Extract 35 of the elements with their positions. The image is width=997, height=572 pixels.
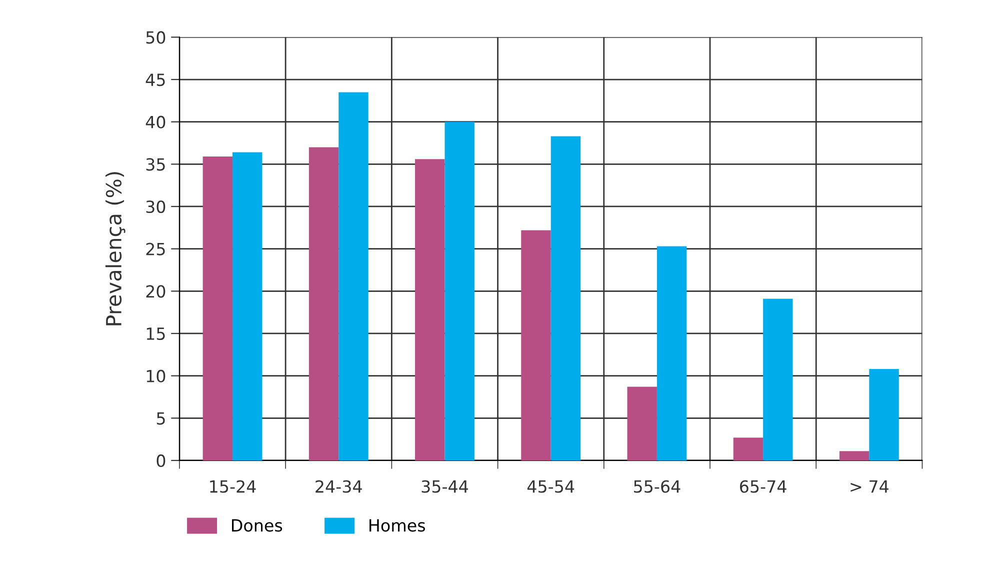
- y-tick-label: 45: [146, 74, 165, 86]
- y-tick-label: 15: [146, 328, 165, 340]
- x-tick-label: 45-54: [527, 480, 574, 493]
- bar: [232, 152, 262, 460]
- bar: [733, 438, 764, 460]
- x-tick-label: 55-64: [634, 480, 680, 493]
- x-tick-label: 15-24: [210, 480, 256, 493]
- bar: [308, 147, 339, 460]
- bar: [338, 92, 368, 460]
- y-tick-label: 50: [146, 31, 166, 44]
- legend-label: Homes: [370, 519, 425, 532]
- bar: [869, 369, 899, 460]
- y-tick-label: 20: [146, 285, 166, 298]
- bar: [521, 230, 551, 460]
- y-tick-label: 35: [146, 158, 165, 171]
- bar: [763, 298, 793, 460]
- bar: [839, 451, 870, 460]
- bar: [656, 246, 687, 460]
- y-tick-label: 40: [146, 116, 166, 128]
- y-tick-label: 0: [156, 454, 166, 468]
- x-tick-label: 24-34: [316, 480, 362, 493]
- bar: [550, 136, 581, 460]
- x-tick-label: 65-74: [740, 480, 786, 493]
- bar: [444, 122, 474, 460]
- y-axis-title: Prevalença (%): [105, 172, 126, 326]
- legend-label: Dones: [232, 519, 282, 532]
- bar: [627, 386, 657, 460]
- x-tick-label: 35-44: [422, 480, 468, 493]
- y-tick-label: 30: [146, 200, 166, 214]
- bar: [202, 156, 233, 460]
- y-tick-label: 25: [146, 242, 165, 256]
- y-tick-label: 10: [146, 370, 166, 382]
- y-tick-label: 5: [156, 412, 165, 425]
- bar: [415, 159, 445, 460]
- x-tick-label: > 74: [850, 480, 888, 493]
